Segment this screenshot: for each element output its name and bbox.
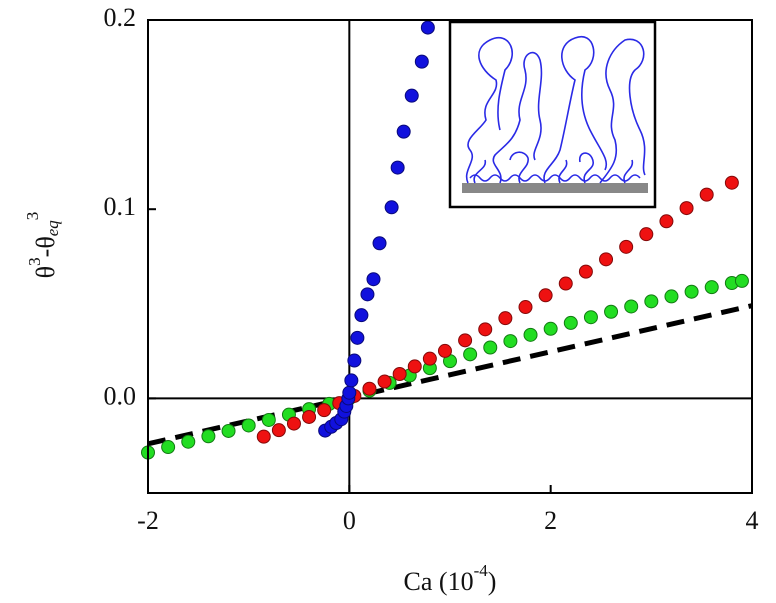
x-tick-label: 0 xyxy=(343,506,356,535)
dashed-line xyxy=(147,303,753,447)
point xyxy=(523,327,538,342)
point xyxy=(392,366,407,381)
y-tick-label: 0.1 xyxy=(104,192,137,221)
point xyxy=(354,308,369,323)
point xyxy=(619,239,634,254)
point xyxy=(414,54,429,69)
point xyxy=(407,359,422,374)
point xyxy=(271,423,286,438)
point xyxy=(599,252,614,267)
point xyxy=(483,340,498,355)
point xyxy=(463,347,478,362)
point xyxy=(221,423,236,438)
point xyxy=(659,214,674,229)
point xyxy=(286,416,301,431)
x-label-sup: -4 xyxy=(474,561,489,580)
point xyxy=(342,385,357,400)
x-tick-label: -2 xyxy=(137,506,159,535)
point xyxy=(366,272,381,287)
point xyxy=(390,160,405,175)
point xyxy=(704,280,719,295)
point xyxy=(538,288,553,303)
y-axis-label: θ3-θeq3 xyxy=(23,212,62,279)
point xyxy=(437,343,452,358)
point xyxy=(377,374,392,389)
point xyxy=(543,321,558,336)
point xyxy=(420,20,435,35)
x-label-tail: ) xyxy=(488,567,497,596)
y-tick-label: 0.0 xyxy=(104,381,137,410)
point xyxy=(458,333,473,348)
point xyxy=(261,412,276,427)
y-label-sup: 3 xyxy=(25,257,44,266)
y-label-sub: eq xyxy=(43,220,62,237)
y-label-text: θ xyxy=(31,266,60,278)
y-tick-label: 0.2 xyxy=(104,3,137,32)
point xyxy=(360,287,375,302)
x-tick-label: 4 xyxy=(746,506,759,535)
point xyxy=(604,304,619,319)
point xyxy=(518,300,533,315)
point xyxy=(684,284,699,299)
point xyxy=(161,440,176,455)
x-axis-label: Ca (10-4) xyxy=(404,561,497,596)
point xyxy=(498,311,513,326)
point xyxy=(563,315,578,330)
point xyxy=(201,429,216,444)
point xyxy=(347,353,362,368)
point xyxy=(578,264,593,279)
point xyxy=(241,418,256,433)
y-label-sup: 3 xyxy=(23,212,42,221)
point xyxy=(396,124,411,139)
point xyxy=(558,276,573,291)
x-tick-label: 2 xyxy=(544,506,557,535)
point xyxy=(302,409,317,424)
point xyxy=(344,373,359,388)
point xyxy=(422,351,437,366)
point xyxy=(317,403,332,418)
plot-frame xyxy=(147,19,753,494)
point xyxy=(639,227,654,242)
point xyxy=(679,201,694,216)
point xyxy=(699,187,714,202)
point xyxy=(350,330,365,345)
plot-area xyxy=(141,20,753,493)
point xyxy=(478,322,493,337)
point xyxy=(644,294,659,309)
point xyxy=(664,289,679,304)
point xyxy=(256,429,271,444)
point xyxy=(181,434,196,449)
inset xyxy=(448,20,657,209)
point xyxy=(624,299,639,314)
point xyxy=(384,200,399,215)
point xyxy=(503,334,518,349)
point xyxy=(362,381,377,396)
point xyxy=(734,273,749,288)
x-label-text: Ca (10 xyxy=(404,567,474,596)
point xyxy=(724,175,739,190)
y-label-text: -θ xyxy=(31,236,60,257)
point xyxy=(372,236,387,251)
point xyxy=(583,310,598,325)
point xyxy=(404,88,419,103)
